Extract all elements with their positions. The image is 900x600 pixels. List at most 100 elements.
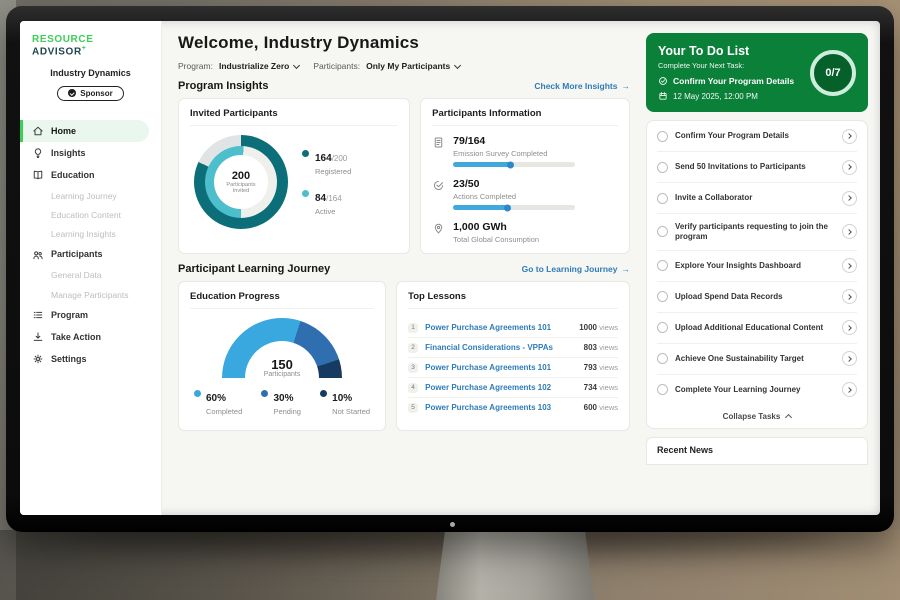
- participants-select[interactable]: Only My Participants: [366, 61, 462, 71]
- people-icon: [32, 249, 44, 261]
- education-progress-card: Education Progress 150 Participants: [178, 281, 387, 431]
- arrow-right-icon: →: [621, 81, 631, 91]
- lesson-rank: 2: [408, 342, 419, 353]
- stat-actions-completed: 23/50 Actions Completed: [432, 178, 618, 210]
- power-led: [450, 522, 455, 527]
- chevron-right-icon: [846, 386, 852, 393]
- sidebar-item-settings[interactable]: Settings: [20, 348, 161, 370]
- collapse-tasks-button[interactable]: Collapse Tasks: [657, 405, 857, 428]
- task-open-button[interactable]: [842, 320, 857, 336]
- lesson-link[interactable]: Power Purchase Agreements 103: [425, 403, 552, 412]
- task-open-button[interactable]: [842, 382, 857, 398]
- sidebar-item-label: General Data: [51, 270, 102, 281]
- program-select[interactable]: Industrialize Zero: [219, 61, 301, 71]
- home-icon: [32, 125, 44, 137]
- sidebar-item-insights[interactable]: Insights: [20, 142, 161, 164]
- lesson-link[interactable]: Power Purchase Agreements 101: [425, 363, 552, 372]
- sidebar-item-learning-journey[interactable]: Learning Journey: [20, 186, 161, 205]
- legend-dot: [302, 150, 309, 157]
- lesson-rank: 5: [408, 402, 419, 413]
- sidebar-item-general-data[interactable]: General Data: [20, 266, 161, 285]
- lesson-link[interactable]: Power Purchase Agreements 102: [425, 383, 552, 392]
- task-checkbox[interactable]: [657, 226, 668, 238]
- legend-dot: [302, 190, 309, 197]
- task-row[interactable]: Complete Your Learning Journey: [657, 375, 857, 405]
- task-row[interactable]: Verify participants requesting to join t…: [657, 214, 857, 251]
- task-checkbox[interactable]: [657, 161, 668, 173]
- task-checkbox[interactable]: [657, 192, 668, 204]
- task-row[interactable]: Achieve One Sustainability Target: [657, 344, 857, 375]
- task-row[interactable]: Send 50 Invitations to Participants: [657, 152, 857, 183]
- todo-title: Your To Do List: [658, 44, 750, 58]
- education-gauge: 150 Participants: [222, 318, 343, 378]
- todo-next-task: Confirm Your Program Details: [658, 76, 794, 86]
- card-title: Participants Information: [432, 108, 618, 126]
- sidebar-item-home[interactable]: Home: [20, 120, 149, 143]
- sidebar-item-education[interactable]: Education: [20, 164, 161, 186]
- task-open-button[interactable]: [842, 351, 857, 367]
- program-filter-label: Program:: [178, 61, 213, 71]
- task-checkbox[interactable]: [657, 322, 668, 334]
- survey-icon: [432, 136, 445, 149]
- sidebar-item-program[interactable]: Program: [20, 304, 161, 326]
- task-open-button[interactable]: [842, 128, 857, 144]
- sponsor-badge[interactable]: Sponsor: [57, 85, 124, 101]
- legend-item-pending: 30% Pending: [261, 388, 301, 416]
- sidebar-item-take-action[interactable]: Take Action: [20, 326, 161, 348]
- list-icon: [32, 309, 44, 321]
- filter-bar: Program: Industrialize Zero Participants…: [178, 61, 630, 71]
- sidebar-item-label: Program: [51, 309, 89, 320]
- app-logo: RESOURCE ADVISOR+: [20, 31, 161, 66]
- legend-item-active: 84/164 Active: [302, 188, 351, 216]
- app-window: RESOURCE ADVISOR+ Industry Dynamics Spon…: [20, 21, 880, 515]
- task-checkbox[interactable]: [657, 130, 668, 142]
- check-more-insights-link[interactable]: Check More Insights →: [534, 81, 630, 91]
- task-open-button[interactable]: [842, 258, 857, 274]
- task-checkbox[interactable]: [657, 291, 668, 303]
- task-open-button[interactable]: [842, 289, 857, 305]
- card-title: Invited Participants: [190, 108, 399, 126]
- participants-filter-label: Participants:: [313, 61, 361, 71]
- lesson-link[interactable]: Power Purchase Agreements 101: [425, 323, 552, 332]
- legend-dot: [320, 390, 328, 397]
- task-row[interactable]: Invite a Collaborator: [657, 183, 857, 214]
- sidebar: RESOURCE ADVISOR+ Industry Dynamics Spon…: [20, 21, 162, 515]
- chevron-up-icon: [785, 414, 793, 422]
- sidebar-item-participants[interactable]: Participants: [20, 244, 161, 266]
- program-insights-cards: Invited Participants 200 Participants In…: [178, 98, 630, 254]
- task-row[interactable]: Confirm Your Program Details: [657, 121, 857, 152]
- task-row[interactable]: Upload Additional Educational Content: [657, 313, 857, 344]
- task-checkbox[interactable]: [657, 260, 668, 272]
- learning-journey-cards: Education Progress 150 Participants: [178, 281, 630, 431]
- task-open-button[interactable]: [842, 190, 857, 206]
- lesson-row: 4 Power Purchase Agreements 102 734 view…: [408, 378, 618, 398]
- task-list: Confirm Your Program Details Send 50 Inv…: [646, 120, 868, 429]
- sidebar-item-label: Manage Participants: [51, 289, 129, 300]
- invited-participants-card: Invited Participants 200 Participants In…: [178, 98, 411, 254]
- sidebar-item-label: Insights: [51, 147, 86, 158]
- lesson-link[interactable]: Financial Considerations - VPPAs: [425, 343, 553, 352]
- task-checkbox[interactable]: [657, 353, 668, 365]
- learning-journey-header: Participant Learning Journey Go to Learn…: [178, 263, 630, 275]
- link-label: Go to Learning Journey: [521, 264, 618, 274]
- chevron-right-icon: [846, 164, 852, 170]
- todo-progress-ring: 0/7: [810, 49, 856, 96]
- progress-fill: [453, 205, 510, 210]
- legend-item-not-started: 10% Not Started: [320, 388, 370, 416]
- go-to-learning-journey-link[interactable]: Go to Learning Journey →: [522, 264, 630, 274]
- participants-select-value: Only My Participants: [366, 61, 451, 71]
- sidebar-item-manage-participants[interactable]: Manage Participants: [20, 285, 161, 304]
- sidebar-item-learning-insights[interactable]: Learning Insights: [20, 225, 161, 244]
- lesson-rank: 4: [408, 382, 419, 393]
- task-checkbox[interactable]: [657, 384, 668, 396]
- task-row[interactable]: Upload Spend Data Records: [657, 282, 857, 313]
- sidebar-item-label: Learning Journey: [51, 190, 117, 201]
- section-title: Program Insights: [178, 80, 269, 92]
- task-open-button[interactable]: [842, 159, 857, 175]
- task-row[interactable]: Explore Your Insights Dashboard: [657, 251, 857, 282]
- donut-center-value: 200: [231, 169, 251, 182]
- location-pin-icon: [432, 222, 445, 235]
- sidebar-item-education-content[interactable]: Education Content: [20, 206, 161, 225]
- todo-next-task-time: 12 May 2025, 12:00 PM: [658, 91, 794, 101]
- task-open-button[interactable]: [842, 224, 857, 240]
